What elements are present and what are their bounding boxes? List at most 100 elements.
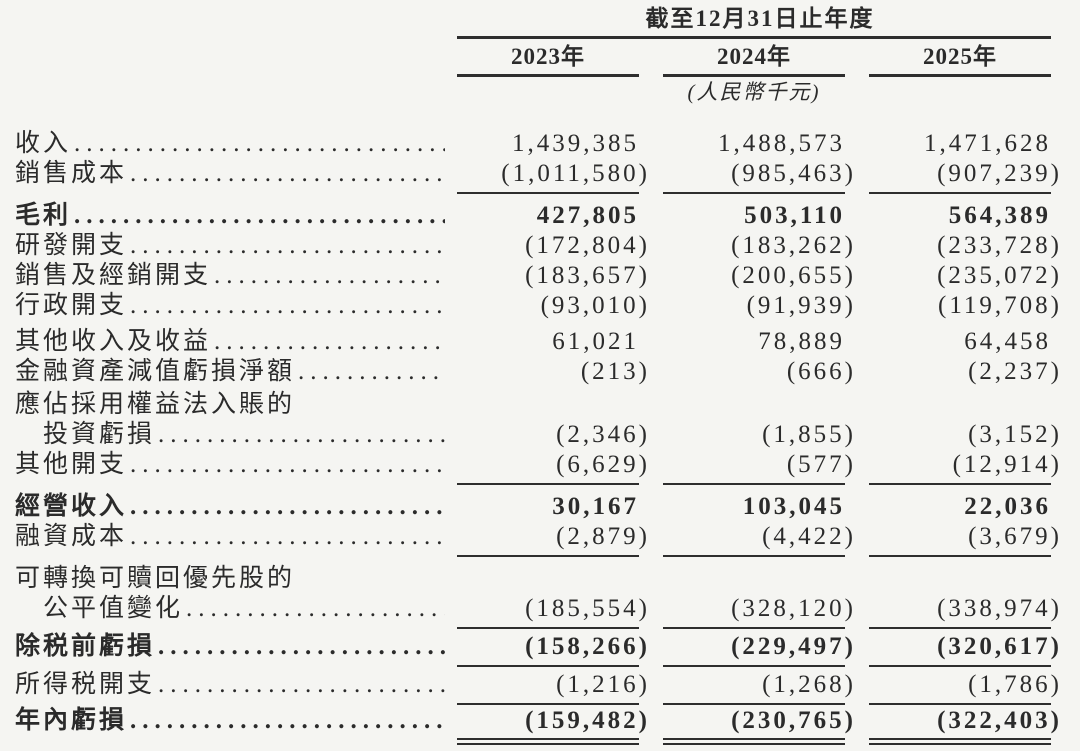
row-label: 融資成本 [15, 522, 445, 552]
table-row-selling-expenses: 銷售及經銷開支 (183,657) (200,655) (235,072) [15, 261, 1080, 291]
value-2023: (158,266) [457, 632, 651, 667]
value-2025: 64,458 [964, 328, 1051, 355]
table-row-loss-for-year: 年內虧損 (159,482) (230,765) (322,403) [15, 706, 1080, 745]
value-2023: 1,439,385 [512, 130, 639, 157]
value-2023: (1,011,580) [457, 159, 651, 194]
row-label-line2: 公平值變化 [15, 594, 445, 624]
value-2023: (2,346) [556, 421, 650, 448]
value-2023: (159,482) [457, 706, 651, 745]
year-column-2023: 2023年 [457, 45, 651, 77]
value-2024: (4,422) [663, 522, 857, 557]
dot-leader [127, 450, 445, 480]
value-2025: (2,237) [968, 358, 1062, 385]
dot-leader [211, 261, 445, 291]
dot-leader [127, 492, 445, 522]
value-2024: (229,497) [663, 632, 857, 667]
row-label: 研發開支 [15, 231, 445, 261]
row-label: 除税前虧損 [15, 632, 445, 662]
value-2024: 78,889 [758, 328, 845, 355]
table-row-income-tax: 所得税開支 (1,216) (1,268) (1,786) [15, 670, 1080, 705]
dot-leader [127, 522, 445, 552]
value-2023: 61,021 [552, 328, 639, 355]
row-label: 所得税開支 [15, 670, 445, 700]
value-2024: 103,045 [742, 493, 845, 520]
value-2024: (577) [663, 450, 857, 485]
value-2025: (1,786) [869, 670, 1063, 705]
value-2024: (91,939) [746, 292, 856, 319]
table-row-rd-expenses: 研發開支 (172,804) (183,262) (233,728) [15, 231, 1080, 261]
value-2023: (6,629) [457, 450, 651, 485]
table-row-impairment-losses: 金融資產減值虧損淨額 (213) (666) (2,237) [15, 357, 1080, 387]
value-2023: (185,554) [457, 594, 651, 629]
value-2024: (200,655) [731, 262, 856, 289]
dot-leader [127, 291, 445, 321]
table-row-admin-expenses: 行政開支 (93,010) (91,939) (119,708) [15, 291, 1080, 321]
table-row-operating-income: 經營收入 30,167 103,045 22,036 [15, 492, 1080, 522]
value-2023: (2,879) [457, 522, 651, 557]
row-label: 經營收入 [15, 492, 445, 522]
year-column-2024: 2024年 [663, 45, 857, 77]
dot-leader [127, 706, 445, 736]
value-2024: (666) [786, 358, 856, 385]
row-label: 其他開支 [15, 450, 445, 480]
row-label-line2: 投資虧損 [15, 420, 445, 450]
row-label: 毛利 [15, 201, 445, 231]
value-2025: (119,708) [938, 292, 1062, 319]
dot-leader [155, 420, 445, 450]
row-label: 應佔採用權益法入賬的 [15, 391, 296, 418]
value-2025: (235,072) [937, 262, 1062, 289]
value-2024: (230,765) [663, 706, 857, 745]
period-header: 截至12月31日止年度 [645, 6, 875, 31]
table-row-other-expenses: 其他開支 (6,629) (577) (12,914) [15, 450, 1080, 485]
row-label: 收入 [15, 129, 445, 159]
year-column-2025: 2025年 [869, 45, 1063, 77]
value-2025: (3,679) [869, 522, 1063, 557]
header-rule [457, 36, 1051, 39]
value-2024: (1,268) [663, 670, 857, 705]
value-2025: (338,974) [869, 594, 1063, 629]
row-label: 可轉換可贖回優先股的 [15, 565, 296, 592]
row-label: 銷售及經銷開支 [15, 261, 445, 291]
table-row-revenue: 收入 1,439,385 1,488,573 1,471,628 [15, 129, 1080, 159]
table-row-loss-before-tax: 除税前虧損 (158,266) (229,497) (320,617) [15, 632, 1080, 667]
value-2024: 503,110 [744, 202, 845, 229]
unit-note: (人民幣千元) [687, 80, 821, 104]
row-label: 行政開支 [15, 291, 445, 321]
dot-leader [155, 632, 445, 662]
value-2024: (183,262) [731, 232, 856, 259]
dot-leader [127, 231, 445, 261]
table-row-cost-of-sales: 銷售成本 (1,011,580) (985,463) (907,239) [15, 159, 1080, 194]
table-row-finance-costs: 融資成本 (2,879) (4,422) (3,679) [15, 522, 1080, 557]
value-2023: (172,804) [525, 232, 650, 259]
value-2024: (328,120) [663, 594, 857, 629]
value-2025: 22,036 [964, 493, 1051, 520]
value-2024: 1,488,573 [718, 130, 845, 157]
year-columns: 2023年 2024年 2025年 [457, 45, 1063, 77]
table-row-preferred-shares-line1: 可轉換可贖回優先股的 [15, 564, 1080, 594]
dot-leader [211, 327, 445, 357]
value-2025: (12,914) [869, 450, 1063, 485]
table-row-gross-profit: 毛利 427,805 503,110 564,389 [15, 201, 1080, 231]
dot-leader [71, 201, 445, 231]
value-2025: (3,152) [968, 421, 1062, 448]
table-row-other-income: 其他收入及收益 61,021 78,889 64,458 [15, 327, 1080, 357]
value-2025: (320,617) [869, 632, 1063, 667]
value-2023: 427,805 [536, 202, 639, 229]
value-2023: (93,010) [540, 292, 650, 319]
dot-leader [71, 129, 445, 159]
value-2023: (183,657) [525, 262, 650, 289]
value-2025: (907,239) [869, 159, 1063, 194]
dot-leader [183, 594, 445, 624]
value-2023: (213) [580, 358, 650, 385]
row-label: 其他收入及收益 [15, 327, 445, 357]
value-2023: 30,167 [552, 493, 639, 520]
table-header: 截至12月31日止年度 2023年 2024年 2025年 (人民幣千元) [457, 0, 1063, 104]
row-label: 年內虧損 [15, 706, 445, 736]
dot-leader [155, 670, 445, 700]
dot-leader [127, 159, 445, 189]
dot-leader [295, 357, 445, 387]
value-2024: (985,463) [663, 159, 857, 194]
value-2025: 1,471,628 [924, 130, 1051, 157]
value-2023: (1,216) [457, 670, 651, 705]
